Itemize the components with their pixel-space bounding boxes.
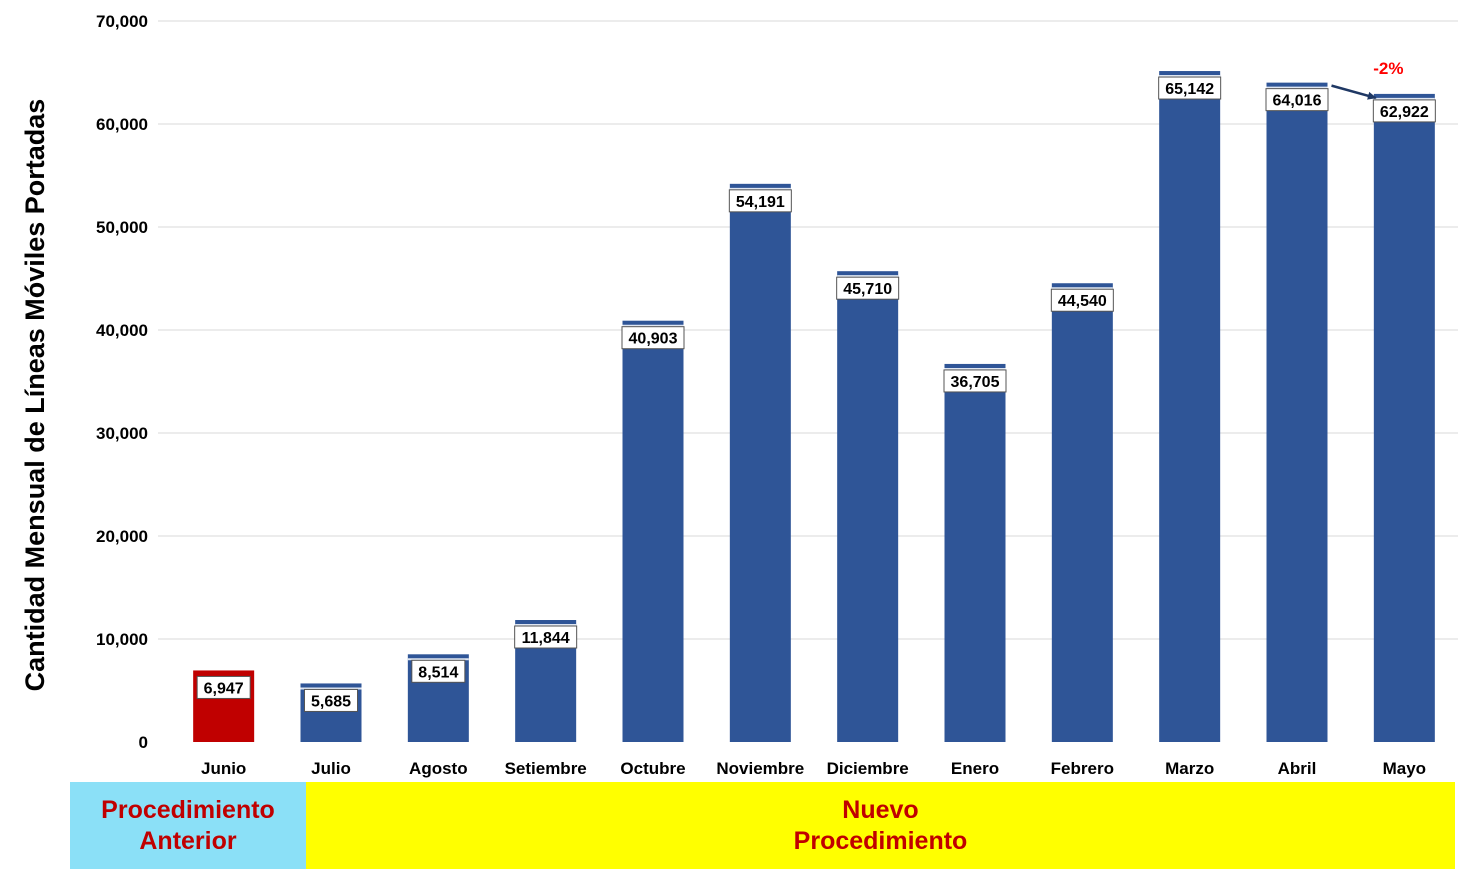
bar-octubre (622, 320, 684, 742)
data-label: 64,016 (1273, 93, 1322, 110)
y-tick-label: 40,000 (96, 321, 148, 340)
band-previous-line-1: Procedimiento (101, 795, 275, 824)
y-tick-label: 10,000 (96, 630, 148, 649)
data-label-box (411, 659, 466, 683)
data-label-box (196, 675, 251, 699)
data-label-box (621, 326, 685, 350)
bar-marzo (1159, 71, 1221, 742)
change-arrow (1331, 84, 1377, 100)
x-tick-label: Octubre (620, 759, 685, 778)
data-label-box (836, 276, 900, 300)
data-label: 36,705 (951, 374, 1000, 391)
x-tick-label: Abril (1278, 759, 1317, 778)
data-label: 5,685 (311, 693, 351, 710)
x-tick-label: Marzo (1165, 759, 1214, 778)
data-label: 11,844 (522, 630, 570, 647)
band-new-procedure: Nuevo Procedimiento (306, 782, 1455, 869)
data-label-box (514, 625, 578, 649)
data-label-box (728, 189, 792, 213)
bar-febrero (1051, 283, 1113, 742)
y-tick-label: 60,000 (96, 115, 148, 134)
data-label-box (1158, 76, 1222, 100)
x-tick-label: Julio (311, 759, 351, 778)
y-tick-label: 20,000 (96, 527, 148, 546)
data-label: 65,142 (1165, 81, 1214, 98)
bar-noviembre (729, 183, 791, 742)
x-tick-label: Febrero (1051, 759, 1114, 778)
band-new-line-1: Nuevo (842, 795, 919, 824)
data-label: 54,191 (736, 194, 785, 211)
bar-abril (1266, 82, 1328, 743)
bar-chart: 0 10,000 20,000 30,000 40,000 50,000 60,000 70,… (20, 12, 1458, 778)
change-annotation: -2% (1373, 59, 1403, 78)
y-tick-label: 50,000 (96, 218, 148, 237)
x-tick-label: Diciembre (827, 759, 909, 778)
band-new-line-2: Procedimiento (793, 826, 968, 855)
x-tick-label: Agosto (409, 759, 468, 778)
data-label-box (304, 688, 358, 712)
data-label-box (1372, 99, 1436, 123)
y-tick-label: 30,000 (96, 424, 148, 443)
y-tick-label: 0 (139, 733, 148, 752)
x-tick-label: Junio (201, 759, 246, 778)
x-tick-label: Noviembre (716, 759, 804, 778)
data-label: 44,540 (1058, 293, 1107, 310)
data-label: 62,922 (1380, 104, 1429, 121)
data-label: 6,947 (204, 680, 244, 697)
x-tick-label: Mayo (1383, 759, 1426, 778)
x-tick-label: Setiembre (505, 759, 587, 778)
band-previous-procedure: Procedimiento Anterior (70, 782, 306, 869)
y-tick-label: 70,000 (96, 12, 148, 31)
data-label: 8,514 (418, 664, 458, 681)
band-previous-line-2: Anterior (139, 826, 237, 855)
bar-enero (944, 363, 1006, 742)
bar-mayo (1373, 93, 1435, 743)
data-label-box (1265, 88, 1329, 112)
bar-diciembre (837, 271, 899, 742)
x-tick-label: Enero (951, 759, 999, 778)
y-axis-title: Cantidad Mensual de Líneas Móviles Porta… (20, 99, 50, 692)
data-label: 45,710 (843, 281, 892, 298)
data-label: 40,903 (629, 331, 678, 348)
data-label-box (943, 369, 1007, 393)
data-label-box (1050, 288, 1114, 312)
